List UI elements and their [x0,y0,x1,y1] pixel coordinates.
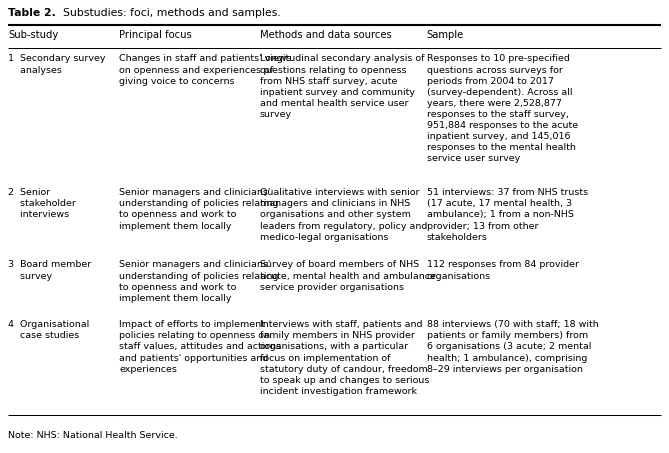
Text: 2  Senior
    stakeholder
    interviews: 2 Senior stakeholder interviews [8,188,76,220]
Text: Sub-study: Sub-study [8,30,58,40]
Text: 4  Organisational
    case studies: 4 Organisational case studies [8,320,89,340]
Text: Substudies: foci, methods and samples.: Substudies: foci, methods and samples. [56,8,281,18]
Text: Qualitative interviews with senior
managers and clinicians in NHS
organisations : Qualitative interviews with senior manag… [260,188,427,242]
Text: Sample: Sample [427,30,464,40]
Text: Principal focus: Principal focus [119,30,192,40]
Text: 51 interviews: 37 from NHS trusts
(17 acute, 17 mental health, 3
ambulance); 1 f: 51 interviews: 37 from NHS trusts (17 ac… [427,188,588,242]
Text: Changes in staff and patients' views
on openness and experiences of
giving voice: Changes in staff and patients' views on … [119,54,292,86]
Text: Responses to 10 pre-specified
questions across surveys for
periods from 2004 to : Responses to 10 pre-specified questions … [427,54,578,164]
Text: 88 interviews (70 with staff; 18 with
patients or family members) from
6 organis: 88 interviews (70 with staff; 18 with pa… [427,320,599,374]
Text: Senior managers and clinicians'
understanding of policies relating
to openness a: Senior managers and clinicians' understa… [119,188,278,231]
Text: Senior managers and clinicians'
understanding of policies relating
to openness a: Senior managers and clinicians' understa… [119,260,278,303]
Text: 3  Board member
    survey: 3 Board member survey [8,260,91,280]
Text: Survey of board members of NHS
acute, mental health and ambulance
service provid: Survey of board members of NHS acute, me… [260,260,436,292]
Text: Longitudinal secondary analysis of
questions relating to openness
from NHS staff: Longitudinal secondary analysis of quest… [260,54,424,119]
Text: 112 responses from 84 provider
organisations: 112 responses from 84 provider organisat… [427,260,579,280]
Text: 1  Secondary survey
    analyses: 1 Secondary survey analyses [8,54,106,75]
Text: Impact of efforts to implement
policies relating to openness on
staff values, at: Impact of efforts to implement policies … [119,320,281,374]
Text: Methods and data sources: Methods and data sources [260,30,391,40]
Text: Table 2.: Table 2. [8,8,56,18]
Text: Note: NHS: National Health Service.: Note: NHS: National Health Service. [8,431,178,440]
Text: Interviews with staff, patients and
family members in NHS provider
organisations: Interviews with staff, patients and fami… [260,320,429,396]
